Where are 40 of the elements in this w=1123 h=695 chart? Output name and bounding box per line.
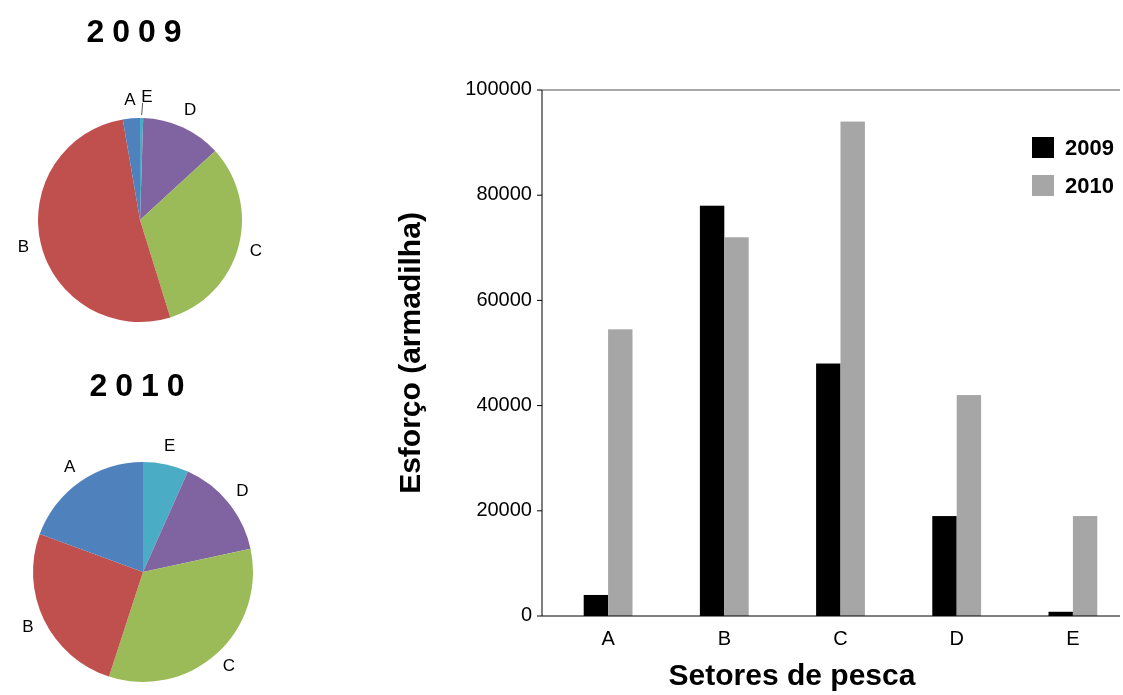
bar <box>608 329 633 616</box>
slice-label: D <box>183 100 197 120</box>
bar <box>1072 516 1098 616</box>
slice-label: B <box>17 237 29 257</box>
y-tick-label: 80000 <box>476 182 532 205</box>
pie-slice <box>122 118 140 220</box>
y-tick-label: 100000 <box>465 77 532 100</box>
x-tick-label: B <box>717 627 731 650</box>
pie-slice <box>143 471 251 572</box>
x-axis-title: Setores de pesca <box>668 657 916 691</box>
bar <box>840 121 865 616</box>
pie-slice <box>33 534 143 677</box>
slice-label: C <box>222 656 235 676</box>
slice-label: E <box>164 436 176 456</box>
pie-slice <box>38 119 171 322</box>
x-tick-label: A <box>601 627 616 650</box>
slice-label: C <box>249 240 262 260</box>
chart-title: 2010 <box>89 367 193 403</box>
y-tick-label: 20000 <box>476 498 532 521</box>
x-tick-label: C <box>833 627 848 650</box>
slice-label: A <box>124 89 137 109</box>
bar <box>956 395 982 616</box>
pie-slice <box>143 462 188 572</box>
pie-slice <box>140 118 216 220</box>
slice-label: E <box>141 87 153 107</box>
y-axis-title: Esforço (armadilha) <box>392 212 426 494</box>
y-tick-label: 0 <box>520 603 532 626</box>
x-tick-label: D <box>949 627 964 650</box>
chart-title: 2009 <box>86 13 190 49</box>
x-tick-label: E <box>1066 627 1080 650</box>
y-tick-label: 40000 <box>476 392 532 415</box>
legend-label: 2010 <box>1065 172 1114 198</box>
slice-label: A <box>64 456 77 476</box>
slice-label: D <box>236 480 249 500</box>
pie-slice <box>140 151 242 318</box>
y-tick-label: 60000 <box>476 287 532 310</box>
pie-slice <box>109 548 253 682</box>
bar <box>724 237 749 616</box>
legend-label: 2009 <box>1065 134 1114 160</box>
pie-slice <box>39 462 143 572</box>
